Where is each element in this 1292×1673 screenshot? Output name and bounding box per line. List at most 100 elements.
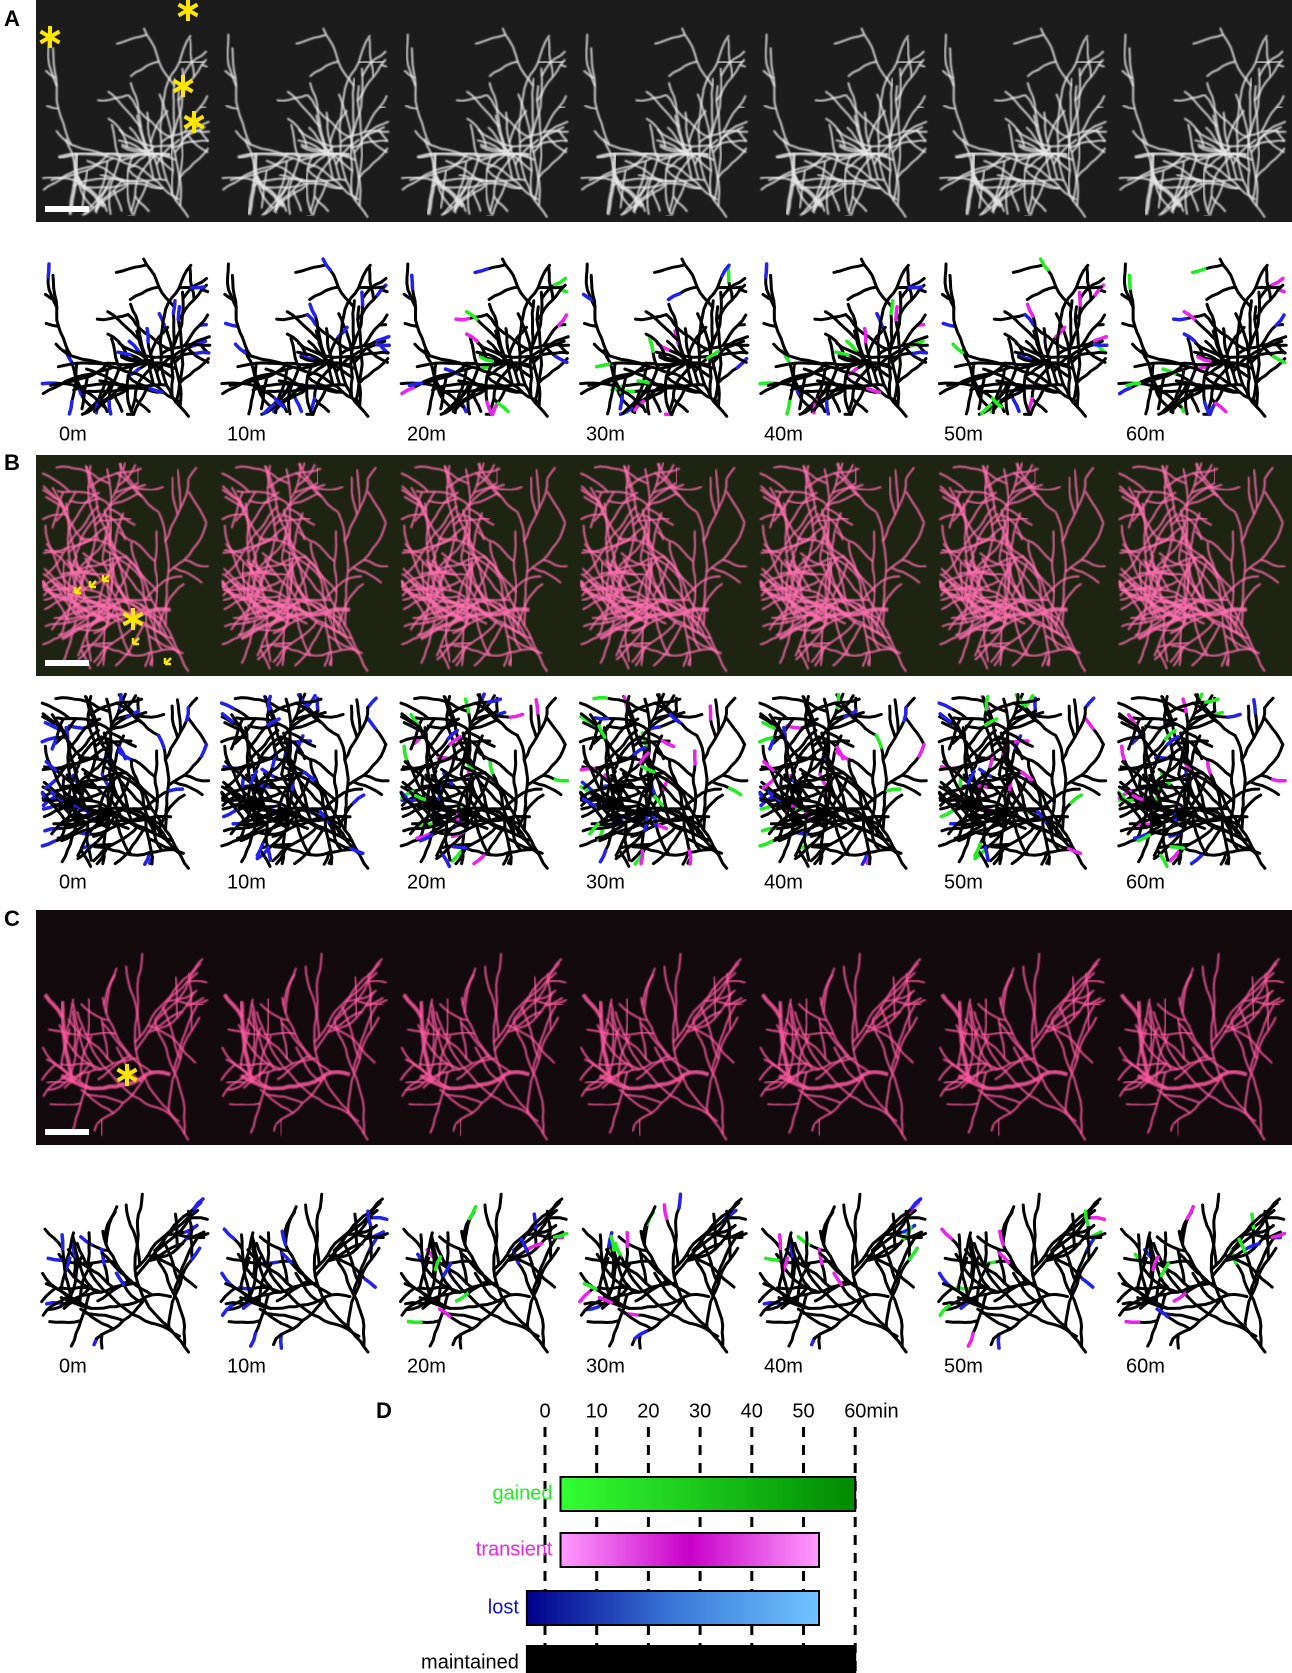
dendrite <box>418 598 511 621</box>
tracing <box>343 706 370 762</box>
dendrite <box>221 635 240 646</box>
tracing <box>977 375 986 411</box>
tracing-change <box>446 728 459 741</box>
dendrite <box>715 998 747 1006</box>
tracing <box>630 824 678 863</box>
tracing-change <box>1090 1215 1107 1222</box>
dendrite <box>1162 1093 1201 1104</box>
tracing <box>224 1282 272 1310</box>
tracing <box>257 756 370 870</box>
tracing <box>588 717 603 751</box>
dendrite <box>255 1011 360 1123</box>
dendrite <box>706 522 746 573</box>
dendrite <box>1081 558 1106 568</box>
tracing <box>220 837 241 848</box>
dendrite <box>799 551 830 567</box>
dendrite <box>67 491 101 530</box>
dendrite <box>107 507 136 526</box>
tracing <box>938 785 977 825</box>
dendrite <box>964 505 997 546</box>
dendrite <box>775 151 889 160</box>
tracing <box>813 313 848 322</box>
tracing <box>640 1205 657 1240</box>
tracing-change <box>581 292 597 303</box>
tracing <box>624 697 682 717</box>
tracing <box>895 357 928 385</box>
tracing <box>872 349 900 374</box>
tracing-change <box>472 853 486 866</box>
tracing <box>595 361 711 369</box>
tracing <box>946 361 1007 387</box>
dendrite <box>582 586 642 621</box>
dendrite <box>1169 1123 1175 1132</box>
dendrite <box>1031 953 1087 1141</box>
tracing <box>593 794 720 856</box>
dendrite <box>86 998 91 1040</box>
tracing <box>220 785 260 825</box>
tracing-change <box>117 749 132 761</box>
tracing-change <box>1019 770 1034 782</box>
dendrite <box>469 462 481 500</box>
dendrite <box>1182 468 1189 546</box>
dendrite <box>596 612 630 637</box>
dendrite <box>466 117 488 148</box>
tracing <box>695 793 724 832</box>
tracing <box>152 749 160 836</box>
tracing-change <box>581 797 597 808</box>
dendrite <box>259 649 271 670</box>
tracing <box>900 313 927 347</box>
tracing <box>1117 701 1148 720</box>
dendrite <box>870 530 877 631</box>
dendrite <box>777 1001 793 1083</box>
tracing <box>128 285 161 301</box>
tracing <box>823 310 860 343</box>
tracing <box>526 1246 560 1331</box>
dendrite <box>1080 94 1106 133</box>
dendrite <box>971 512 1000 556</box>
tracing <box>409 805 447 836</box>
tracing-change <box>1182 332 1197 343</box>
tracing <box>1058 1237 1079 1285</box>
tracing <box>228 361 290 387</box>
tracing <box>306 374 343 394</box>
dendrite <box>946 1102 979 1107</box>
dendrite <box>631 1123 636 1132</box>
tracing <box>784 717 819 752</box>
panel-label: B <box>4 450 20 475</box>
tracing <box>161 1237 182 1285</box>
dendrite <box>639 1022 691 1074</box>
dendrite <box>418 500 440 597</box>
tracing-change <box>781 1256 790 1273</box>
dendrite <box>1007 462 1019 500</box>
dendrite <box>1263 973 1270 1031</box>
tracing <box>974 756 1087 870</box>
dendrite <box>797 1002 827 1022</box>
dendrite <box>984 465 997 541</box>
dendrite <box>223 524 272 603</box>
dendrite <box>1229 530 1235 631</box>
tracing-change <box>406 1319 423 1324</box>
tracing-change <box>249 769 259 785</box>
tracing <box>619 767 652 782</box>
tracing <box>631 845 715 857</box>
dendrite <box>663 965 679 1038</box>
tracing <box>403 760 441 792</box>
dendrite <box>634 1074 685 1125</box>
tracing <box>44 321 60 328</box>
dendrite <box>99 173 138 183</box>
dendrite <box>1258 125 1283 140</box>
dendrite <box>1184 155 1198 215</box>
tracing-change <box>464 309 479 321</box>
tracing-change <box>997 1251 1011 1265</box>
tracing <box>817 1332 822 1350</box>
dendrite <box>847 82 872 179</box>
tracing <box>966 1255 981 1298</box>
dendrite <box>1155 537 1266 673</box>
dendrite <box>486 168 522 190</box>
tracing <box>48 1319 83 1325</box>
tracing <box>1203 374 1240 394</box>
dendrite <box>725 490 746 524</box>
tracing <box>56 818 93 840</box>
dendrite <box>546 490 567 524</box>
tracing <box>255 1241 361 1338</box>
